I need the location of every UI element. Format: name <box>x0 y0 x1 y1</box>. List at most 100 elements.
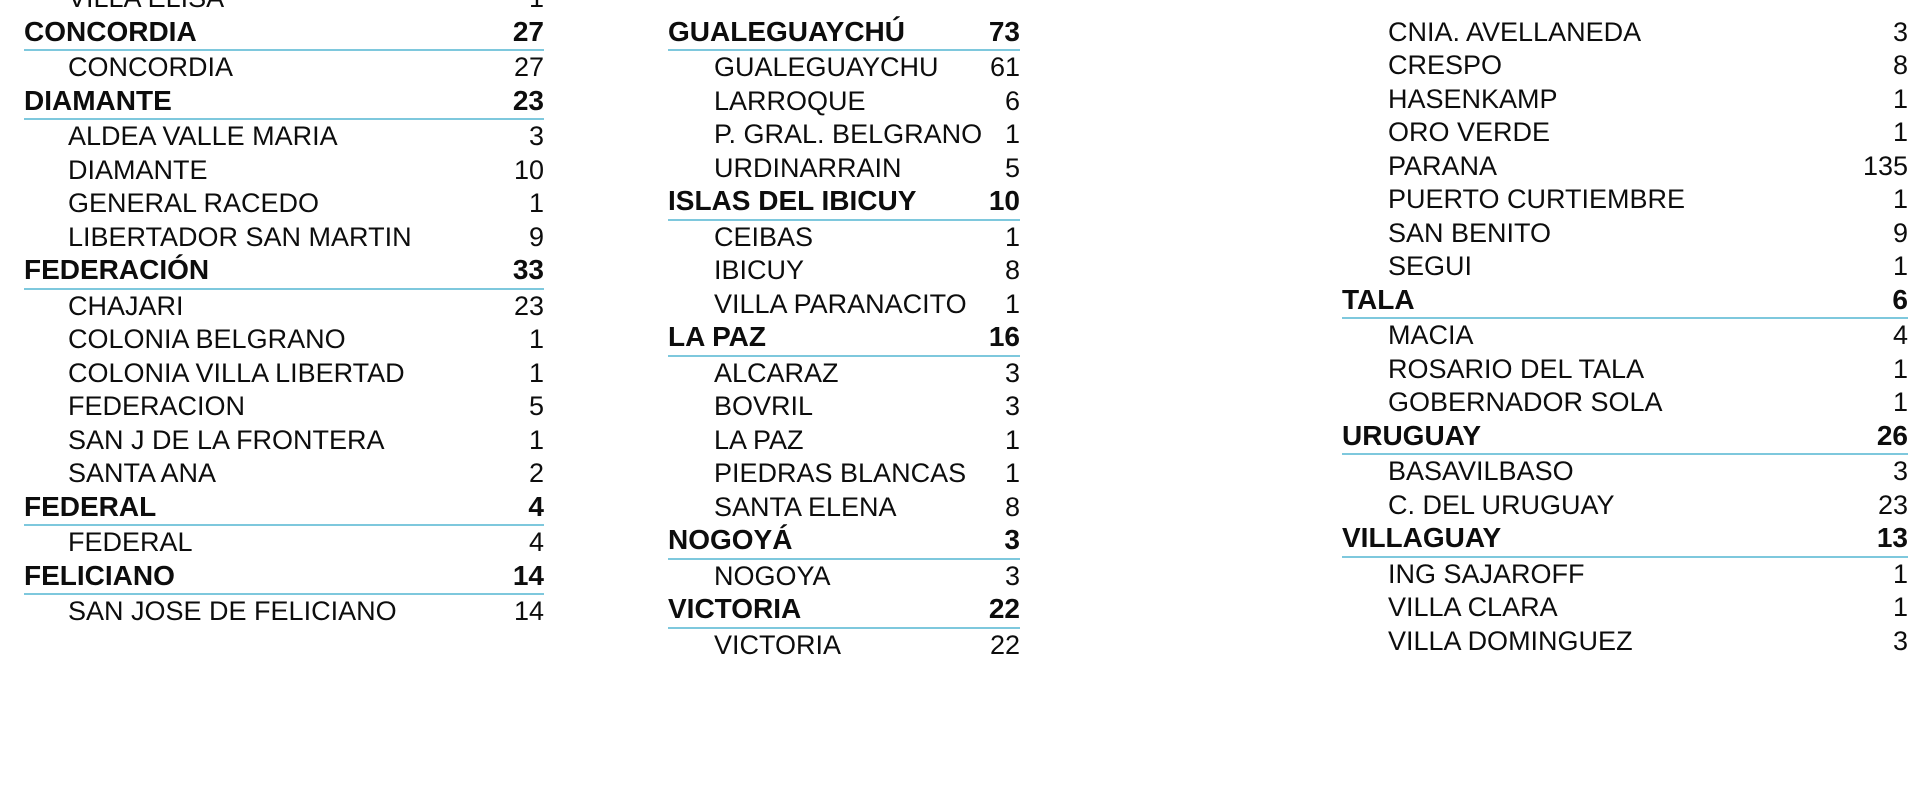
locality-name: SAN J DE LA FRONTERA <box>68 424 385 455</box>
locality-name: SANTA ANA <box>68 458 217 488</box>
locality-count: 1 <box>528 324 544 354</box>
locality-row: GUALEGUAYCHU 61 <box>668 51 1020 85</box>
locality-row: SAN JOSE DE FELICIANO 14 <box>24 595 544 629</box>
locality-name: P. GRAL. BELGRANO <box>714 119 983 149</box>
locality-row: SEGUI 1 <box>1342 250 1908 284</box>
locality-row: CNIA. AVELLANEDA 3 <box>1342 16 1908 50</box>
locality-count: 8 <box>1004 491 1020 522</box>
locality-count: 1 <box>1004 288 1020 319</box>
locality-row: VILLA PARANACITO 1 <box>668 288 1020 322</box>
locality-row: VILLA ELISA 1 <box>24 0 544 16</box>
locality-row: FEDERAL 4 <box>24 526 544 560</box>
department-count: 23 <box>512 84 544 116</box>
locality-row: COLONIA VILLA LIBERTAD 1 <box>24 357 544 391</box>
locality-row: VILLA CLARA 1 <box>1342 591 1908 625</box>
locality-row: SANTA ANA 2 <box>24 457 544 491</box>
locality-name: IBICUY <box>714 255 805 285</box>
department-name: CONCORDIA <box>24 15 197 47</box>
locality-name: HASENKAMP <box>1388 83 1558 114</box>
locality-name: VICTORIA <box>714 629 842 660</box>
locality-row: URDINARRAIN 5 <box>668 152 1020 186</box>
locality-count: 1 <box>528 424 544 455</box>
locality-count: 8 <box>1004 255 1020 285</box>
locality-name: CRESPO <box>1388 50 1503 80</box>
locality-row: ORO VERDE 1 <box>1342 116 1908 150</box>
locality-row: ROSARIO DEL TALA 1 <box>1342 353 1908 387</box>
locality-name: URDINARRAIN <box>714 152 902 183</box>
locality-count: 1 <box>1892 184 1908 214</box>
locality-row: HASENKAMP 1 <box>1342 83 1908 117</box>
column-middle-rows: GUALEGUAYCHÚ 73 GUALEGUAYCHU 61 LARROQUE 6 P. … <box>668 0 1020 662</box>
department-count: 13 <box>1876 522 1908 553</box>
department-count: 14 <box>512 559 544 591</box>
locality-name: PUERTO CURTIEMBRE <box>1388 184 1686 214</box>
department-name: URUGUAY <box>1342 419 1481 451</box>
locality-count: 22 <box>989 629 1020 660</box>
locality-row: PIEDRAS BLANCAS 1 <box>668 457 1020 491</box>
locality-name: SAN BENITO <box>1388 217 1552 248</box>
locality-name: LARROQUE <box>714 85 866 116</box>
locality-name: PIEDRAS BLANCAS <box>714 458 967 488</box>
locality-name: DIAMANTE <box>68 154 208 185</box>
locality-row: LA PAZ 1 <box>668 424 1020 458</box>
department-row: URUGUAY 26 <box>1342 419 1908 455</box>
department-row: NOGOYÁ 3 <box>668 524 1020 560</box>
department-count: 3 <box>1004 524 1020 555</box>
locality-name: GUALEGUAYCHU <box>714 52 939 82</box>
locality-name: CHAJARI <box>68 290 184 321</box>
locality-row: VICTORIA 22 <box>668 629 1020 663</box>
locality-count: 1 <box>1004 221 1020 252</box>
locality-count: 1 <box>1892 251 1908 281</box>
locality-name: MACIA <box>1388 320 1474 350</box>
locality-row: SANTA ELENA 8 <box>668 491 1020 525</box>
department-row: VILLAGUAY 13 <box>1342 522 1908 558</box>
department-count: 22 <box>988 593 1020 624</box>
column-right: CNIA. AVELLANEDA 3 CRESPO 8 HASENKAMP 1 ORO VE… <box>1320 0 1920 658</box>
locality-name: GENERAL RACEDO <box>68 188 320 218</box>
department-count: 33 <box>512 254 544 285</box>
column-middle: GUALEGUAYCHÚ 73 GUALEGUAYCHU 61 LARROQUE 6 P. … <box>660 0 1320 662</box>
locality-count: 61 <box>989 52 1020 82</box>
department-row: VICTORIA 22 <box>668 593 1020 629</box>
locality-count: 9 <box>1892 217 1908 248</box>
department-row: FEDERACIÓN 33 <box>24 254 544 290</box>
locality-row: DIAMANTE 10 <box>24 154 544 188</box>
department-name: VILLAGUAY <box>1342 522 1502 553</box>
department-name: GUALEGUAYCHÚ <box>668 15 905 47</box>
locality-row: CONCORDIA 27 <box>24 51 544 85</box>
locality-name: SEGUI <box>1388 251 1473 281</box>
department-row: FELICIANO 14 <box>24 559 544 595</box>
locality-row: LIBERTADOR SAN MARTIN 9 <box>24 221 544 255</box>
locality-count: 1 <box>1892 387 1908 417</box>
department-count: 73 <box>988 15 1020 47</box>
column-right-rows: CNIA. AVELLANEDA 3 CRESPO 8 HASENKAMP 1 ORO VE… <box>1342 0 1908 658</box>
locality-count: 6 <box>1004 85 1020 116</box>
locality-count: 1 <box>1004 424 1020 455</box>
locality-name: ORO VERDE <box>1388 117 1551 147</box>
locality-count: 23 <box>513 290 544 321</box>
locality-name: BOVRIL <box>714 391 814 421</box>
locality-row: ALDEA VALLE MARIA 3 <box>24 120 544 154</box>
department-name: NOGOYÁ <box>668 524 793 555</box>
locality-count: 9 <box>528 221 544 252</box>
locality-name: SAN JOSE DE FELICIANO <box>68 596 397 626</box>
locality-name: LIBERTADOR SAN MARTIN <box>68 221 412 252</box>
locality-name: VILLA PARANACITO <box>714 288 967 319</box>
department-row: GUALEGUAYCHÚ 73 <box>668 15 1020 51</box>
locality-count: 5 <box>528 391 544 421</box>
locality-name: ROSARIO DEL TALA <box>1388 353 1645 384</box>
locality-row: ING SAJAROFF 1 <box>1342 558 1908 592</box>
locality-name: NOGOYA <box>714 560 831 591</box>
department-count: 27 <box>512 15 544 47</box>
locality-row: PUERTO CURTIEMBRE 1 <box>1342 183 1908 217</box>
locality-count: 1 <box>1892 592 1908 622</box>
locality-row: FEDERACION 5 <box>24 390 544 424</box>
locality-count: 1 <box>528 188 544 218</box>
department-row: FEDERAL 4 <box>24 490 544 526</box>
locality-row: SAN J DE LA FRONTERA 1 <box>24 424 544 458</box>
locality-count: 3 <box>1892 16 1908 47</box>
locality-name: VILLA DOMINGUEZ <box>1388 625 1633 656</box>
department-name: FEDERAL <box>24 490 157 522</box>
locality-row: LARROQUE 6 <box>668 85 1020 119</box>
locality-row: ALCARAZ 3 <box>668 357 1020 391</box>
